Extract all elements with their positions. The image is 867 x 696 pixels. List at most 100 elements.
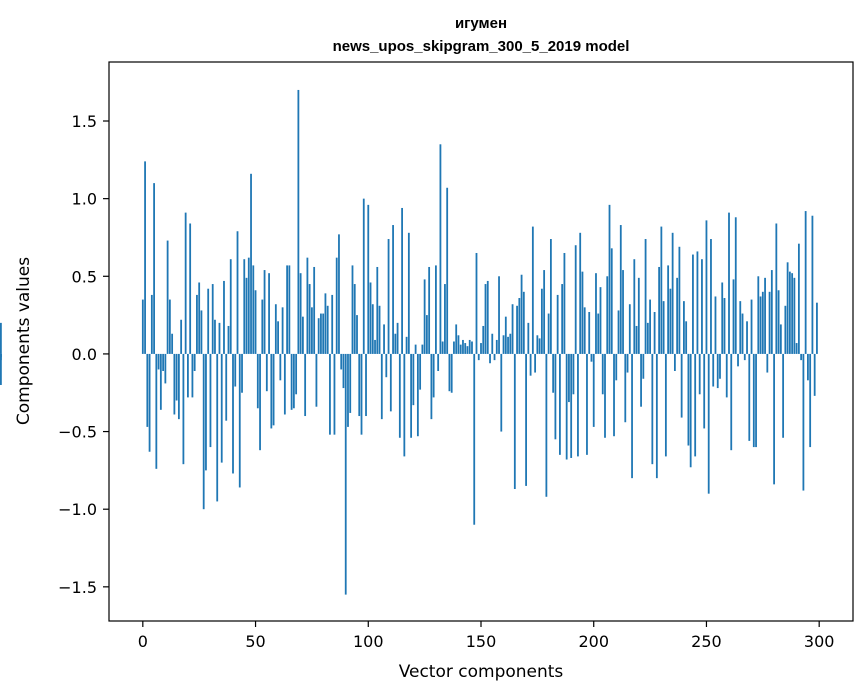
bar (317, 318, 320, 354)
bar (412, 353, 415, 406)
bar (351, 265, 354, 354)
bar (360, 353, 363, 435)
bar (347, 353, 349, 427)
bar (644, 239, 647, 354)
bar (572, 353, 575, 395)
bar (734, 217, 737, 354)
bar (761, 291, 764, 354)
bar (633, 259, 636, 354)
bar (703, 353, 706, 429)
bar (466, 346, 469, 354)
bar (522, 291, 525, 354)
bar (428, 266, 431, 354)
bar (358, 353, 361, 417)
bar (252, 265, 255, 354)
bar (468, 339, 471, 354)
bar (175, 353, 178, 401)
bar (385, 353, 388, 378)
bar (710, 239, 712, 354)
bar (610, 248, 613, 354)
bar (462, 339, 464, 354)
bar (191, 353, 194, 398)
bar (635, 325, 638, 354)
bar (464, 343, 467, 354)
bar (166, 240, 169, 354)
bar (232, 353, 234, 474)
bar (705, 220, 708, 354)
bar (155, 353, 158, 469)
bar (811, 215, 814, 354)
bar (581, 271, 584, 354)
bar (387, 239, 390, 354)
bar (685, 321, 688, 354)
bar (559, 353, 561, 455)
bar (261, 299, 264, 354)
bar (495, 339, 498, 354)
bar (414, 344, 417, 354)
bar (392, 225, 394, 354)
bar (662, 301, 665, 354)
bar (369, 282, 372, 354)
bar (604, 353, 606, 438)
bar (480, 343, 482, 354)
bar (701, 259, 703, 354)
bar (816, 302, 818, 354)
bar (380, 353, 383, 420)
bar (439, 144, 442, 354)
bar (187, 353, 189, 398)
bar (669, 288, 672, 354)
bar (646, 322, 649, 354)
bar (326, 305, 329, 354)
bar (308, 284, 311, 354)
bar (694, 353, 697, 457)
bar (597, 313, 600, 354)
bar (737, 353, 739, 367)
bar (396, 322, 399, 354)
bar (782, 353, 785, 438)
y-tick-label: −1.0 (58, 500, 97, 519)
bar (398, 353, 401, 438)
bar (779, 324, 782, 354)
bar (157, 353, 160, 370)
bar (540, 288, 543, 354)
x-axis-ticks: 0 50 100 150 200 250 300 (138, 621, 834, 651)
bar (304, 353, 307, 417)
bar (786, 262, 789, 354)
bar (374, 339, 376, 354)
bar (511, 304, 514, 354)
bar (529, 353, 532, 376)
bar (150, 294, 153, 354)
bar (407, 232, 410, 354)
bar (549, 239, 552, 354)
bar (775, 223, 778, 354)
bar (617, 310, 620, 354)
bar (606, 276, 609, 354)
bar (655, 353, 658, 479)
bar (141, 299, 144, 354)
bar (752, 353, 755, 448)
bar (322, 313, 325, 354)
bar (608, 204, 611, 354)
bar (0, 322, 2, 354)
bar (732, 279, 735, 354)
bar (234, 353, 237, 387)
bar (777, 290, 780, 354)
bar (236, 231, 239, 354)
bar (768, 291, 771, 354)
bar (574, 245, 577, 354)
bar (349, 353, 352, 413)
bar (214, 319, 216, 354)
bar (198, 282, 201, 354)
bar (444, 284, 446, 354)
bar (153, 183, 155, 354)
bar (804, 211, 807, 354)
bar (491, 333, 494, 354)
y-axis-ticks: −1.5 −1.0 −0.5 0.0 0.5 1.0 1.5 (58, 112, 109, 597)
bar (256, 353, 259, 409)
bar (750, 299, 753, 354)
bar (770, 270, 773, 354)
bar (728, 212, 730, 354)
bar (340, 353, 343, 370)
